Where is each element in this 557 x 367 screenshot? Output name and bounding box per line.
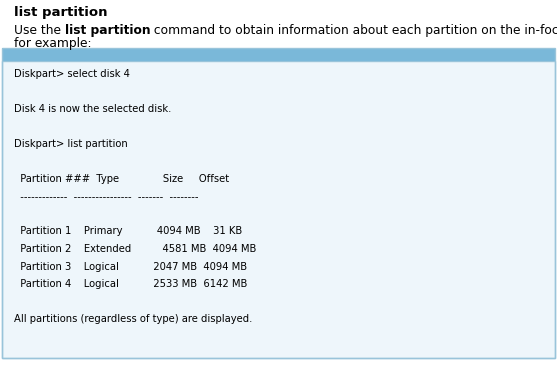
Bar xyxy=(2,48,555,358)
Text: Diskpart> list partition: Diskpart> list partition xyxy=(14,139,128,149)
Text: Partition 3    Logical           2047 MB  4094 MB: Partition 3 Logical 2047 MB 4094 MB xyxy=(14,262,247,272)
Text: Disk 4 is now the selected disk.: Disk 4 is now the selected disk. xyxy=(14,104,172,114)
Text: Partition ###  Type              Size     Offset: Partition ### Type Size Offset xyxy=(14,174,229,184)
Text: Partition 4    Logical           2533 MB  6142 MB: Partition 4 Logical 2533 MB 6142 MB xyxy=(14,279,247,289)
Bar xyxy=(2,61,555,358)
Text: Partition 1    Primary           4094 MB    31 KB: Partition 1 Primary 4094 MB 31 KB xyxy=(14,226,242,236)
Text: for example:: for example: xyxy=(14,37,91,50)
Text: list partition: list partition xyxy=(65,24,150,37)
Text: command to obtain information about each partition on the in-focus disk,: command to obtain information about each… xyxy=(150,24,557,37)
Text: All partitions (regardless of type) are displayed.: All partitions (regardless of type) are … xyxy=(14,314,252,324)
Text: list partition: list partition xyxy=(14,6,108,19)
Text: -------------  ----------------  -------  --------: ------------- ---------------- ------- -… xyxy=(14,192,198,201)
Text: Partition 2    Extended          4581 MB  4094 MB: Partition 2 Extended 4581 MB 4094 MB xyxy=(14,244,256,254)
Text: Use the: Use the xyxy=(14,24,65,37)
Text: Diskpart> select disk 4: Diskpart> select disk 4 xyxy=(14,69,130,79)
Bar xyxy=(2,48,555,61)
